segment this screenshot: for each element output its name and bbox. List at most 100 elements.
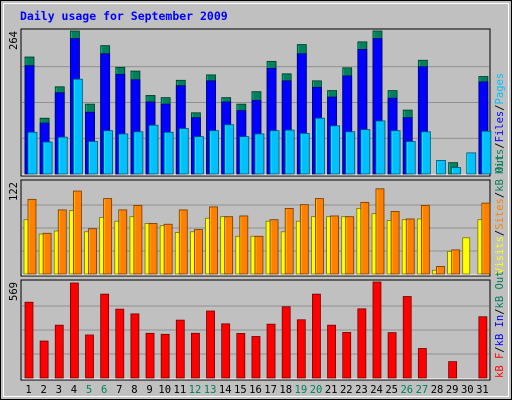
bar-sites bbox=[27, 198, 37, 275]
legend-entry: Hits bbox=[494, 149, 506, 174]
bar-kb-f bbox=[387, 332, 397, 379]
x-tick-label: 10 bbox=[158, 384, 171, 396]
x-tick-label: 22 bbox=[340, 384, 353, 396]
bar-kb-f bbox=[54, 324, 64, 379]
bar-kb-f bbox=[478, 316, 488, 379]
bar-pages bbox=[224, 124, 235, 175]
x-tick-label: 7 bbox=[116, 384, 122, 396]
bar-sites bbox=[254, 235, 264, 275]
bar-kb-f bbox=[327, 324, 336, 379]
x-tick-label: 4 bbox=[71, 384, 77, 396]
x-tick-label: 30 bbox=[461, 384, 474, 396]
legend-separator: / bbox=[494, 142, 506, 148]
x-tick-label: 18 bbox=[279, 384, 292, 396]
bar-sites bbox=[88, 228, 97, 275]
x-tick-label: 23 bbox=[355, 384, 368, 396]
x-tick-label: 24 bbox=[370, 384, 383, 396]
legend: Hits/Files/Pages bbox=[494, 73, 506, 174]
bar-pages bbox=[436, 160, 446, 175]
bar-pages bbox=[72, 78, 83, 175]
bar-pages bbox=[103, 130, 114, 175]
bar-sites bbox=[284, 207, 294, 275]
bar-kb-f bbox=[266, 323, 276, 379]
bar-sites bbox=[345, 216, 355, 275]
bar-kb-f bbox=[24, 301, 34, 379]
bar-pages bbox=[239, 136, 250, 175]
bar-kb-f bbox=[281, 306, 291, 379]
bar-kb-f bbox=[357, 308, 367, 379]
outer-frame-inner bbox=[3, 3, 509, 397]
bar-sites bbox=[269, 219, 279, 275]
bar-sites bbox=[330, 215, 339, 275]
bar-sites bbox=[178, 209, 188, 275]
legend-entry: kB Out bbox=[494, 271, 506, 309]
bar-kb-f bbox=[206, 310, 215, 379]
bar-sites bbox=[481, 202, 491, 275]
bar-pages bbox=[194, 136, 204, 175]
bar-kb-f bbox=[221, 323, 231, 379]
bar-pages bbox=[481, 130, 492, 175]
x-tick-label: 27 bbox=[416, 384, 429, 396]
bar-pages bbox=[254, 133, 265, 175]
bar-pages bbox=[315, 117, 325, 175]
x-tick-label: 25 bbox=[385, 384, 398, 396]
bar-pages bbox=[330, 125, 340, 175]
legend-separator: / bbox=[494, 346, 506, 352]
bar-visits bbox=[462, 237, 471, 275]
y-max-label: 569 bbox=[8, 282, 20, 301]
bar-kb-f bbox=[236, 333, 246, 379]
x-tick-label: 8 bbox=[131, 384, 137, 396]
bar-pages bbox=[269, 130, 280, 175]
bar-kb-f bbox=[448, 361, 458, 379]
legend-separator: / bbox=[494, 192, 506, 198]
bar-kb-f bbox=[372, 281, 382, 379]
bar-sites bbox=[390, 211, 400, 275]
bar-sites bbox=[224, 216, 234, 275]
x-tick-label: 13 bbox=[204, 384, 217, 396]
bar-kb-f bbox=[145, 332, 155, 379]
bar-sites bbox=[209, 206, 218, 275]
x-tick-label: 20 bbox=[310, 384, 323, 396]
bar-pages bbox=[405, 141, 416, 175]
legend-entry: Sites bbox=[494, 198, 506, 230]
bar-kb-f bbox=[175, 319, 185, 379]
x-tick-label: 6 bbox=[101, 384, 107, 396]
bar-kb-f bbox=[417, 348, 427, 379]
bar-sites bbox=[72, 190, 82, 275]
x-tick-label: 17 bbox=[264, 384, 277, 396]
bar-kb-f bbox=[296, 319, 306, 379]
x-tick-label: 28 bbox=[431, 384, 444, 396]
x-tick-label: 9 bbox=[146, 384, 152, 396]
bar-sites bbox=[436, 266, 445, 275]
x-tick-label: 29 bbox=[446, 384, 459, 396]
bar-pages bbox=[27, 131, 38, 175]
bar-sites bbox=[375, 188, 385, 275]
legend-entry: Visits bbox=[494, 236, 506, 274]
x-tick-label: 21 bbox=[325, 384, 338, 396]
bar-sites bbox=[42, 232, 52, 275]
bar-kb-f bbox=[251, 336, 261, 379]
bar-pages bbox=[345, 131, 356, 175]
bar-sites bbox=[194, 229, 203, 275]
legend-entry: Files bbox=[494, 111, 506, 143]
bar-sites bbox=[57, 209, 67, 275]
x-tick-label: 1 bbox=[25, 384, 31, 396]
bar-sites bbox=[103, 198, 113, 275]
x-tick-label: 19 bbox=[295, 384, 308, 396]
bar-kb-f bbox=[130, 313, 140, 379]
bar-pages bbox=[466, 152, 477, 175]
bar-pages bbox=[163, 131, 174, 175]
bar-sites bbox=[315, 198, 324, 275]
x-tick-label: 31 bbox=[476, 384, 489, 396]
x-tick-label: 12 bbox=[189, 384, 202, 396]
chart-title: Daily usage for September 2009 bbox=[20, 9, 228, 23]
y-max-label: 122 bbox=[8, 182, 20, 201]
bar-sites bbox=[451, 249, 461, 275]
legend-entry: kB In bbox=[494, 315, 506, 347]
x-tick-label: 2 bbox=[41, 384, 47, 396]
bar-pages bbox=[133, 131, 144, 175]
